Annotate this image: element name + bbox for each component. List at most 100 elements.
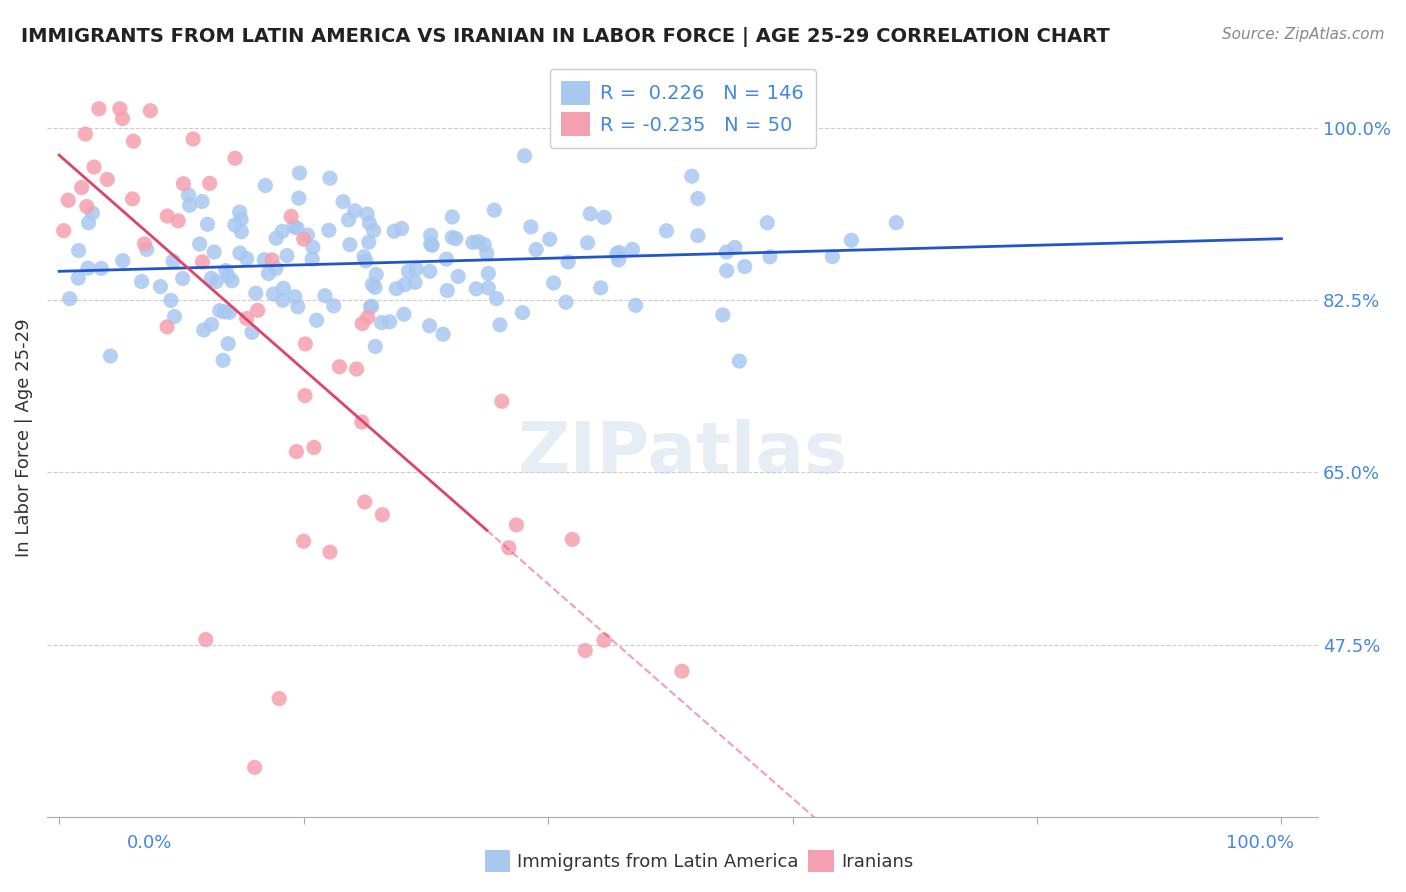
Point — [285, 221, 308, 235]
Point — [215, 263, 238, 277]
Point — [361, 277, 384, 292]
Point — [77, 216, 100, 230]
Point — [346, 362, 368, 376]
Point — [343, 203, 366, 218]
Point — [441, 210, 464, 224]
Point — [391, 221, 413, 235]
Point — [337, 212, 360, 227]
Text: 100.0%: 100.0% — [1226, 834, 1294, 852]
Point — [354, 254, 377, 268]
Point — [163, 310, 186, 324]
Point — [59, 292, 82, 306]
Point — [280, 210, 302, 224]
Point — [498, 541, 520, 555]
Point — [392, 307, 415, 321]
Point — [538, 232, 561, 246]
Point — [621, 243, 644, 257]
Point — [686, 192, 709, 206]
Point — [671, 664, 693, 678]
Point — [264, 261, 287, 276]
Point — [271, 293, 294, 308]
Point — [353, 495, 375, 509]
Point — [285, 444, 308, 458]
Point — [419, 318, 441, 333]
Point — [475, 246, 498, 260]
Point — [322, 299, 344, 313]
Text: 0.0%: 0.0% — [127, 834, 172, 852]
Point — [271, 224, 294, 238]
Text: Iranians: Iranians — [841, 853, 912, 871]
Point — [579, 207, 602, 221]
Point — [156, 319, 179, 334]
Point — [70, 180, 93, 194]
Point — [200, 271, 222, 285]
Text: IMMIGRANTS FROM LATIN AMERICA VS IRANIAN IN LABOR FORCE | AGE 25-29 CORRELATION : IMMIGRANTS FROM LATIN AMERICA VS IRANIAN… — [21, 27, 1109, 46]
Point — [208, 303, 231, 318]
Point — [419, 264, 441, 278]
Point — [624, 298, 647, 312]
Point — [108, 102, 131, 116]
Point — [485, 292, 508, 306]
Point — [260, 252, 283, 267]
Point — [419, 237, 441, 252]
Point — [350, 415, 373, 429]
Point — [264, 231, 287, 245]
Text: Source: ZipAtlas.com: Source: ZipAtlas.com — [1222, 27, 1385, 42]
Point — [135, 243, 157, 257]
Point — [288, 191, 311, 205]
Point — [121, 192, 143, 206]
Point — [360, 299, 382, 313]
Point — [292, 232, 315, 246]
Point — [821, 250, 844, 264]
Point — [357, 310, 380, 325]
Point — [257, 267, 280, 281]
Point — [734, 260, 756, 274]
Point — [606, 247, 628, 261]
Point — [177, 187, 200, 202]
Point — [716, 263, 738, 277]
Point — [505, 518, 527, 533]
Point — [467, 235, 489, 249]
Point — [224, 218, 246, 232]
Point — [191, 255, 214, 269]
Point — [181, 132, 204, 146]
Point — [319, 545, 342, 559]
Point — [305, 313, 328, 327]
Point — [576, 235, 599, 250]
Point — [589, 281, 612, 295]
Point — [75, 127, 97, 141]
Point — [235, 311, 257, 326]
Point — [67, 244, 90, 258]
Point — [716, 245, 738, 260]
Point — [574, 643, 596, 657]
Point — [172, 177, 194, 191]
Point — [245, 286, 267, 301]
Point — [111, 253, 134, 268]
Point — [314, 288, 336, 302]
Point — [555, 295, 578, 310]
Point — [484, 203, 506, 218]
Point — [356, 207, 378, 221]
Point — [160, 293, 183, 308]
Point — [162, 254, 184, 268]
Point — [378, 315, 401, 329]
Point — [212, 353, 235, 368]
Point — [77, 261, 100, 276]
Point — [228, 205, 250, 219]
Point — [328, 359, 350, 374]
Point — [194, 632, 217, 647]
Point — [489, 318, 512, 332]
Point — [273, 281, 295, 295]
Legend: R =  0.226   N = 146, R = -0.235   N = 50: R = 0.226 N = 146, R = -0.235 N = 50 — [550, 70, 815, 148]
Point — [240, 326, 263, 340]
Point — [283, 219, 305, 234]
Point — [191, 194, 214, 209]
Point — [477, 281, 499, 295]
Point — [681, 169, 703, 184]
Point — [96, 172, 118, 186]
Point — [221, 274, 243, 288]
Point — [419, 228, 441, 243]
Point — [593, 633, 616, 648]
Point — [364, 339, 387, 353]
Point — [294, 337, 316, 351]
